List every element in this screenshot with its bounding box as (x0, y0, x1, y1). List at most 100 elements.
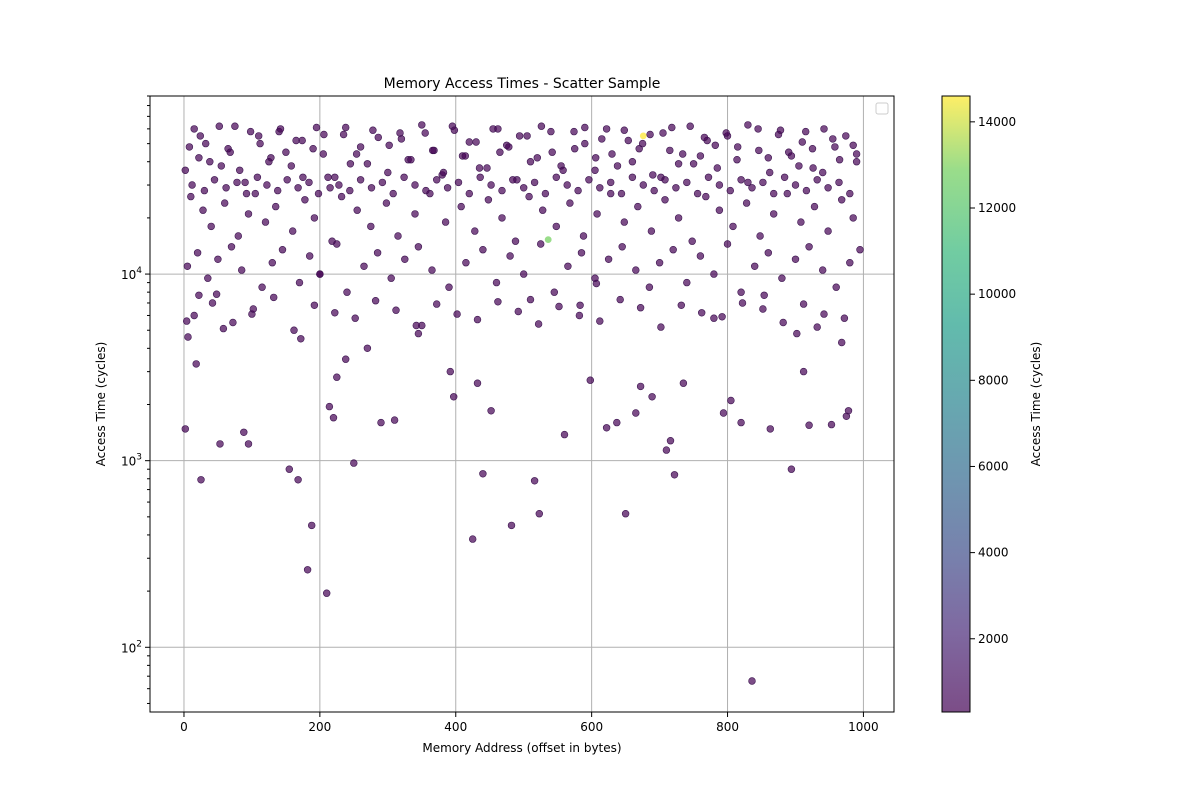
data-point (184, 333, 192, 341)
data-point (733, 143, 742, 151)
data-point (649, 171, 657, 179)
data-point (824, 227, 832, 235)
data-point (744, 178, 752, 187)
x-tick-label: 800 (716, 720, 739, 734)
data-point (602, 424, 611, 432)
data-point (227, 243, 236, 251)
data-point (547, 127, 555, 136)
data-point (829, 135, 837, 143)
data-point (216, 440, 224, 448)
data-point (613, 162, 622, 170)
data-point (801, 127, 810, 136)
data-point (759, 305, 767, 313)
data-point (443, 184, 452, 192)
data-point (593, 210, 601, 218)
data-point (441, 218, 450, 226)
data-point (433, 176, 441, 184)
data-point (552, 222, 560, 231)
data-point (618, 243, 626, 251)
data-point (575, 311, 584, 320)
data-point (356, 176, 365, 184)
data-point (414, 329, 423, 338)
data-point (385, 141, 393, 150)
data-point (471, 227, 479, 235)
data-point (645, 283, 654, 291)
data-point (387, 274, 395, 282)
data-point (285, 465, 293, 473)
data-point (780, 173, 789, 182)
data-point (696, 252, 705, 260)
data-point (316, 270, 324, 278)
data-point (401, 255, 409, 263)
data-point (453, 310, 461, 318)
data-point (249, 305, 258, 313)
data-point (270, 293, 278, 302)
data-point (805, 243, 813, 251)
data-point (779, 318, 787, 327)
data-point (586, 376, 594, 384)
data-point (428, 266, 436, 274)
data-point (526, 158, 535, 166)
data-point (832, 283, 840, 291)
colorbar-frame (941, 95, 971, 713)
data-point (674, 160, 683, 168)
legend-box[interactable] (875, 102, 889, 115)
data-point (229, 318, 237, 327)
data-point (530, 178, 539, 187)
data-point (289, 227, 297, 235)
data-point (738, 299, 747, 307)
data-point (233, 178, 241, 187)
data-point (799, 300, 808, 308)
data-point (462, 259, 470, 267)
data-point (479, 246, 487, 254)
data-point (581, 123, 589, 132)
data-point (756, 232, 764, 240)
data-point (282, 148, 290, 156)
data-point (412, 321, 420, 330)
data-point (606, 189, 615, 198)
data-point (367, 184, 376, 192)
data-point (240, 428, 248, 436)
data-point (363, 160, 372, 168)
data-point (760, 291, 768, 299)
data-point (331, 173, 339, 182)
data-point (598, 135, 606, 143)
data-point (548, 148, 556, 156)
data-point (183, 317, 191, 325)
data-point (655, 259, 664, 267)
data-point (294, 184, 302, 192)
data-point (183, 262, 192, 270)
data-point (193, 249, 202, 257)
data-point (414, 243, 423, 251)
data-point (342, 355, 350, 363)
data-point (450, 393, 458, 401)
data-point (278, 246, 287, 254)
data-point (776, 126, 785, 134)
data-point (287, 162, 295, 170)
data-point (274, 186, 282, 195)
data-point (659, 129, 667, 137)
data-point (346, 186, 354, 195)
data-point (350, 459, 358, 467)
data-point (363, 344, 372, 352)
data-point (577, 249, 586, 257)
data-point (411, 181, 419, 189)
data-point (723, 240, 732, 248)
data-point (221, 199, 229, 207)
data-point (487, 407, 495, 415)
colorbar-tick-label: 12000 (978, 201, 1016, 215)
data-point (647, 227, 656, 235)
data-point (200, 186, 209, 195)
data-point (305, 178, 313, 187)
data-point (292, 136, 300, 145)
data-point (314, 189, 323, 198)
data-point (246, 127, 255, 136)
data-point (294, 476, 302, 484)
data-point (700, 133, 709, 142)
data-point (215, 122, 224, 130)
data-point (842, 132, 850, 140)
data-point (446, 367, 454, 376)
data-point (616, 295, 624, 304)
data-point (672, 184, 680, 192)
